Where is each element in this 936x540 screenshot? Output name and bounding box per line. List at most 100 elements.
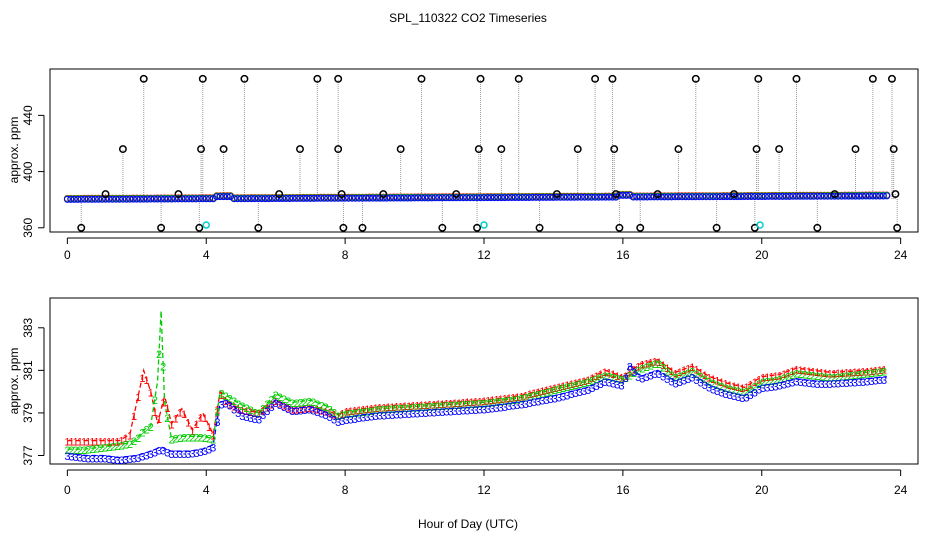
bottom-marker-1: 1 — [498, 394, 504, 406]
top-baseline-point — [154, 195, 162, 203]
bottom-marker-2: 2 — [810, 371, 816, 383]
bottom-marker-1: 1 — [102, 437, 108, 449]
bottom-marker-3: 3 — [231, 404, 237, 416]
bottom-marker-3: 3 — [481, 404, 487, 416]
top-baseline-point — [397, 194, 405, 202]
top-baseline-point — [414, 194, 422, 202]
top-baseline-point — [612, 193, 620, 201]
top-spike-point — [636, 223, 645, 232]
bottom-marker-1: 1 — [218, 390, 224, 402]
top-baseline-point — [258, 195, 266, 203]
top-baseline-point — [261, 195, 269, 203]
bottom-marker-1: 1 — [118, 435, 124, 447]
bottom-marker-2: 2 — [85, 445, 91, 457]
bottom-marker-2: 2 — [360, 407, 366, 419]
top-plot-frame — [49, 68, 919, 233]
bottom-marker-3: 3 — [627, 362, 633, 374]
bottom-marker-3: 3 — [618, 381, 624, 393]
bottom-marker-3: 3 — [114, 455, 120, 467]
bottom-marker-1: 1 — [277, 398, 283, 410]
bottom-marker-3: 3 — [798, 377, 804, 389]
top-baseline-point — [102, 195, 110, 203]
bottom-marker-3: 3 — [323, 410, 329, 422]
bottom-marker-3: 3 — [673, 379, 679, 391]
top-spike-point — [198, 74, 207, 83]
bottom-marker-3: 3 — [648, 371, 654, 383]
top-baseline-point — [633, 193, 641, 201]
top-baseline-point — [855, 192, 863, 200]
bottom-marker-2: 2 — [68, 445, 74, 457]
top-baseline-point — [109, 195, 116, 203]
top-baseline-point — [129, 195, 137, 203]
bottom-marker-3: 3 — [606, 378, 612, 390]
bottom-marker-3: 3 — [143, 450, 149, 462]
bottom-marker-1: 1 — [756, 375, 762, 387]
bottom-marker-1: 1 — [706, 372, 712, 384]
bottom-marker-2: 2 — [343, 409, 349, 421]
bottom-marker-2: 2 — [677, 371, 683, 383]
bottom-marker-3: 3 — [110, 455, 116, 467]
bottom-marker-3: 3 — [131, 454, 137, 466]
bottom-marker-1: 1 — [214, 405, 220, 417]
top-baseline-point — [265, 195, 273, 203]
bottom-marker-2: 2 — [648, 361, 654, 373]
bottom-marker-1: 1 — [627, 368, 633, 380]
bottom-marker-3: 3 — [460, 406, 466, 418]
top-spike-point — [452, 190, 461, 199]
top-spike-point — [334, 145, 343, 154]
bottom-marker-1: 1 — [510, 393, 516, 405]
bottom-marker-2: 2 — [385, 404, 391, 416]
bottom-marker-1: 1 — [568, 379, 574, 391]
bottom-marker-3: 3 — [335, 417, 341, 429]
top-spike-point — [497, 145, 506, 154]
bottom-marker-3: 3 — [164, 447, 170, 459]
bottom-marker-2: 2 — [389, 404, 395, 416]
top-baseline-point — [355, 194, 363, 202]
bottom-marker-2: 2 — [552, 385, 558, 397]
bottom-marker-3: 3 — [581, 386, 587, 398]
bottom-marker-3: 3 — [206, 444, 212, 456]
bottom-marker-3: 3 — [635, 372, 641, 384]
bottom-marker-2: 2 — [281, 394, 287, 406]
bottom-marker-1: 1 — [427, 400, 433, 412]
bottom-marker-2: 2 — [535, 389, 541, 401]
bottom-marker-2: 2 — [189, 432, 195, 444]
bottom-marker-3: 3 — [689, 372, 695, 384]
bottom-marker-3: 3 — [502, 402, 508, 414]
top-baseline-point — [713, 193, 721, 201]
top-baseline-point — [119, 195, 127, 203]
bottom-marker-2: 2 — [718, 381, 724, 393]
bottom-marker-2: 2 — [314, 399, 320, 411]
bottom-marker-3: 3 — [73, 452, 79, 464]
bottom-marker-2: 2 — [673, 373, 679, 385]
bottom-marker-1: 1 — [502, 394, 508, 406]
bottom-marker-2: 2 — [593, 374, 599, 386]
bottom-marker-2: 2 — [239, 401, 245, 413]
top-baseline-point — [352, 194, 359, 202]
bottom-marker-2: 2 — [364, 406, 370, 418]
bottom-marker-3: 3 — [802, 378, 808, 390]
bottom-marker-3: 3 — [368, 412, 374, 424]
bottom-marker-1: 1 — [552, 383, 558, 395]
bottom-series-line-2 — [67, 310, 887, 450]
top-baseline-point — [338, 194, 346, 202]
bottom-x-axis: 0 4 8 12 16 20 24 — [64, 469, 908, 497]
top-spike-point — [730, 190, 738, 199]
bottom-marker-2: 2 — [631, 368, 637, 380]
bottom-marker-3: 3 — [227, 401, 233, 413]
bottom-marker-1: 1 — [489, 395, 495, 407]
bottom-marker-1: 1 — [752, 377, 758, 389]
bottom-marker-3: 3 — [610, 379, 616, 391]
bottom-marker-2: 2 — [614, 374, 620, 386]
top-baseline-point — [772, 192, 780, 200]
bottom-marker-2: 2 — [102, 443, 108, 455]
bottom-marker-1: 1 — [256, 409, 262, 421]
bottom-marker-3: 3 — [85, 453, 91, 465]
bottom-marker-2: 2 — [610, 373, 616, 385]
bottom-marker-3: 3 — [235, 408, 241, 420]
bottom-marker-3: 3 — [193, 448, 199, 460]
bottom-marker-1: 1 — [248, 407, 254, 419]
bottom-marker-2: 2 — [848, 370, 854, 382]
bottom-marker-3: 3 — [810, 379, 816, 391]
